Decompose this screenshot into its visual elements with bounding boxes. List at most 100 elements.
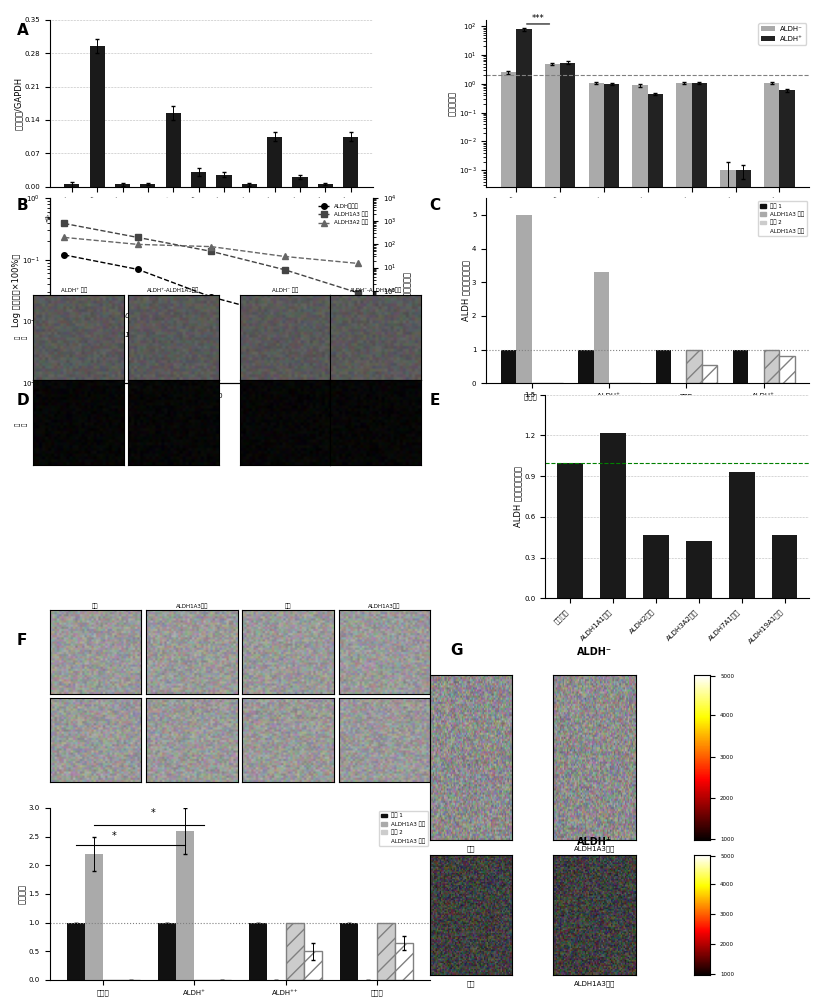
Text: A: A xyxy=(17,23,28,38)
Bar xyxy=(544,64,560,1000)
Text: ALDH⁻: ALDH⁻ xyxy=(577,647,612,657)
Bar xyxy=(343,137,358,187)
ALDH1A3 表达 xyxy=(280,264,290,276)
Bar xyxy=(64,184,79,187)
Bar xyxy=(648,94,663,1000)
Bar xyxy=(191,172,206,187)
ALDH3A2 表达 xyxy=(59,231,69,243)
Text: ALDH⁺ 对照: ALDH⁺ 对照 xyxy=(61,287,88,293)
Bar xyxy=(578,350,594,383)
ALDH阳性率 xyxy=(354,348,363,360)
Bar xyxy=(702,365,718,383)
ALDH阳性率 xyxy=(206,291,216,303)
Bar xyxy=(158,923,176,980)
ALDH1A3 表达 xyxy=(133,231,143,243)
Bar xyxy=(216,175,231,187)
Text: 白
光: 白 光 xyxy=(16,335,27,339)
Bar xyxy=(304,951,322,980)
Bar xyxy=(292,177,307,187)
Bar xyxy=(764,350,779,383)
Bar xyxy=(676,83,691,1000)
Line: ALDH阳性率: ALDH阳性率 xyxy=(61,252,361,357)
ALDH阳性率 xyxy=(59,249,69,261)
Text: ALDH⁺: ALDH⁺ xyxy=(577,837,612,847)
ALDH3A2 表达 xyxy=(280,250,290,262)
Bar xyxy=(729,472,755,598)
Bar xyxy=(140,184,155,187)
Y-axis label: 目的基因/GAPDH: 目的基因/GAPDH xyxy=(14,77,22,130)
Title: 对照: 对照 xyxy=(285,604,292,609)
Bar xyxy=(166,113,181,187)
Bar xyxy=(318,184,333,187)
Bar xyxy=(691,83,707,1000)
Legend: 对照 1, ALDH1A3 上调, 对照 2, ALDH1A3 下调: 对照 1, ALDH1A3 上调, 对照 2, ALDH1A3 下调 xyxy=(758,201,807,236)
Bar xyxy=(286,923,304,980)
Title: ALDH1A3上调: ALDH1A3上调 xyxy=(176,604,208,609)
Title: 对照: 对照 xyxy=(93,604,98,609)
Bar xyxy=(242,184,257,187)
Bar xyxy=(516,215,532,383)
Bar xyxy=(733,350,748,383)
Text: *: * xyxy=(151,808,156,818)
Line: ALDH1A3 表达: ALDH1A3 表达 xyxy=(61,221,361,296)
Y-axis label: ALDH 阳性率改变倍数: ALDH 阳性率改变倍数 xyxy=(514,466,523,527)
Text: F: F xyxy=(17,633,27,648)
Text: R2=0.631 P2=0.127: R2=0.631 P2=0.127 xyxy=(66,332,138,338)
Text: C: C xyxy=(430,198,440,213)
Y-axis label: Log基因表达量: Log基因表达量 xyxy=(402,271,411,311)
Bar xyxy=(643,535,669,598)
Bar xyxy=(67,923,85,980)
X-axis label: ALDH1A3下调: ALDH1A3下调 xyxy=(574,981,615,987)
Bar xyxy=(85,854,103,980)
Bar xyxy=(686,350,702,383)
ALDH1A3 表达 xyxy=(206,245,216,257)
ALDH3A2 表达 xyxy=(206,241,216,253)
Text: D: D xyxy=(17,393,29,408)
X-axis label: 对照: 对照 xyxy=(467,981,475,987)
Y-axis label: Log 阳性率（×100%）: Log 阳性率（×100%） xyxy=(12,254,21,327)
ALDH阳性率 xyxy=(133,263,143,275)
Text: ALDH⁻ 对照: ALDH⁻ 对照 xyxy=(272,287,298,293)
Bar xyxy=(633,85,648,1000)
Bar xyxy=(604,84,620,1000)
Bar xyxy=(501,72,516,1000)
Bar xyxy=(735,170,751,1000)
Legend: 对照 1, ALDH1A3 上调, 对照 2, ALDH1A3 下调: 对照 1, ALDH1A3 上调, 对照 2, ALDH1A3 下调 xyxy=(379,811,428,846)
Bar xyxy=(600,433,626,598)
Text: ***: *** xyxy=(532,14,544,23)
ALDH3A2 表达 xyxy=(354,257,363,269)
Title: ALDH1A3下调: ALDH1A3下调 xyxy=(368,604,401,609)
Text: ALDH⁻-ALDH1A3上调: ALDH⁻-ALDH1A3上调 xyxy=(349,287,402,293)
Bar xyxy=(686,541,712,598)
ALDH1A3 表达 xyxy=(354,287,363,299)
Bar xyxy=(656,350,671,383)
Text: B: B xyxy=(17,198,28,213)
Text: 荧
光: 荧 光 xyxy=(16,422,27,426)
Text: *: * xyxy=(112,831,116,841)
Text: E: E xyxy=(430,393,440,408)
ALDH1A3 表达 xyxy=(59,217,69,229)
Bar xyxy=(395,943,413,980)
Bar xyxy=(89,46,105,187)
Bar xyxy=(779,356,795,383)
Bar xyxy=(560,63,576,1000)
Legend: ALDH阳性率, ALDH1A3 表达, ALDH3A2 表达: ALDH阳性率, ALDH1A3 表达, ALDH3A2 表达 xyxy=(316,201,370,228)
Bar xyxy=(720,170,735,1000)
Bar xyxy=(249,923,268,980)
Bar xyxy=(780,90,795,1000)
Bar xyxy=(176,831,194,980)
Bar xyxy=(501,350,516,383)
Text: ALDH⁺-ALDH1A3下调: ALDH⁺-ALDH1A3下调 xyxy=(147,287,200,293)
Bar xyxy=(589,83,604,1000)
Y-axis label: 放射倍数: 放射倍数 xyxy=(18,884,27,904)
X-axis label: ALDH1A3上调: ALDH1A3上调 xyxy=(574,846,615,852)
Text: R1=0.859 P1=0.031: R1=0.859 P1=0.031 xyxy=(66,313,138,319)
Bar xyxy=(771,535,797,598)
Bar xyxy=(594,272,609,383)
Line: ALDH3A2 表达: ALDH3A2 表达 xyxy=(61,235,361,266)
Text: G: G xyxy=(450,643,463,658)
ALDH3A2 表达 xyxy=(133,238,143,250)
X-axis label: 对照: 对照 xyxy=(467,846,475,852)
ALDH阳性率 xyxy=(280,311,290,323)
Bar xyxy=(516,29,531,1000)
